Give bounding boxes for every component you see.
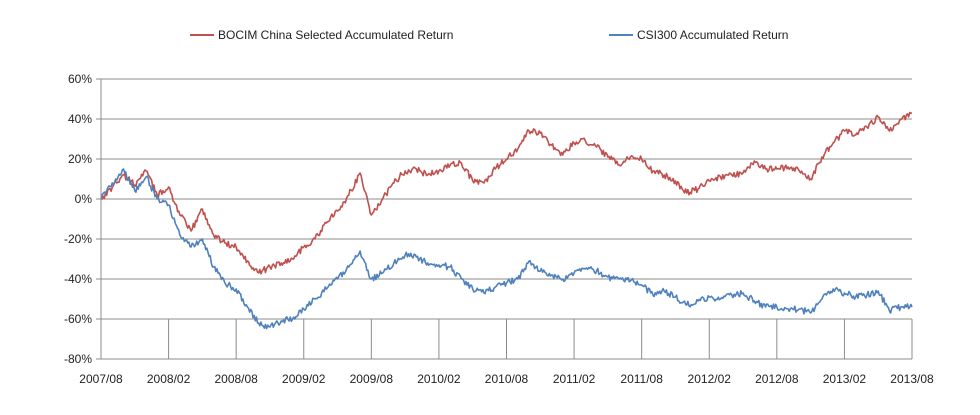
axes	[96, 78, 913, 360]
x-tick-label: 2013/08	[890, 372, 934, 386]
x-tick-label: 2008/02	[147, 372, 191, 386]
x-tick-label: 2012/02	[688, 372, 732, 386]
series-line-bocim	[100, 111, 913, 275]
y-tick-label: 60%	[68, 72, 92, 86]
x-tick-label: 2007/08	[79, 372, 123, 386]
x-tick-label: 2009/08	[350, 372, 394, 386]
y-tick-label: -80%	[64, 352, 92, 366]
x-tick-label: 2009/02	[282, 372, 326, 386]
x-tick-label: 2010/08	[485, 372, 529, 386]
x-axis-tick-labels: 2007/08 2008/02 2008/08 2009/02 2009/08 2010/…	[79, 372, 934, 386]
x-tick-label: 2011/08	[620, 372, 663, 386]
legend-label: BOCIM China Selected Accumulated Return	[218, 28, 453, 42]
y-tick-label: -60%	[64, 312, 92, 326]
y-axis-tick-labels: 60% 40% 20% 0% -20% -40% -60% -80%	[64, 72, 92, 366]
x-tick-label: 2012/08	[755, 372, 799, 386]
y-tick-label: -20%	[64, 232, 92, 246]
y-tick-label: 20%	[68, 152, 92, 166]
x-tick-label: 2011/02	[553, 372, 596, 386]
series-line-csi300	[100, 168, 913, 330]
x-tick-label: 2013/02	[823, 372, 867, 386]
x-tick-label: 2008/08	[214, 372, 258, 386]
y-tick-label: 40%	[68, 112, 92, 126]
series-lines	[100, 111, 913, 330]
y-tick-label: 0%	[75, 192, 93, 206]
x-tick-label: 2010/02	[417, 372, 461, 386]
legend: BOCIM China Selected Accumulated Return C…	[190, 28, 788, 42]
legend-label: CSI300 Accumulated Return	[637, 28, 788, 42]
y-tick-label: -40%	[64, 272, 92, 286]
